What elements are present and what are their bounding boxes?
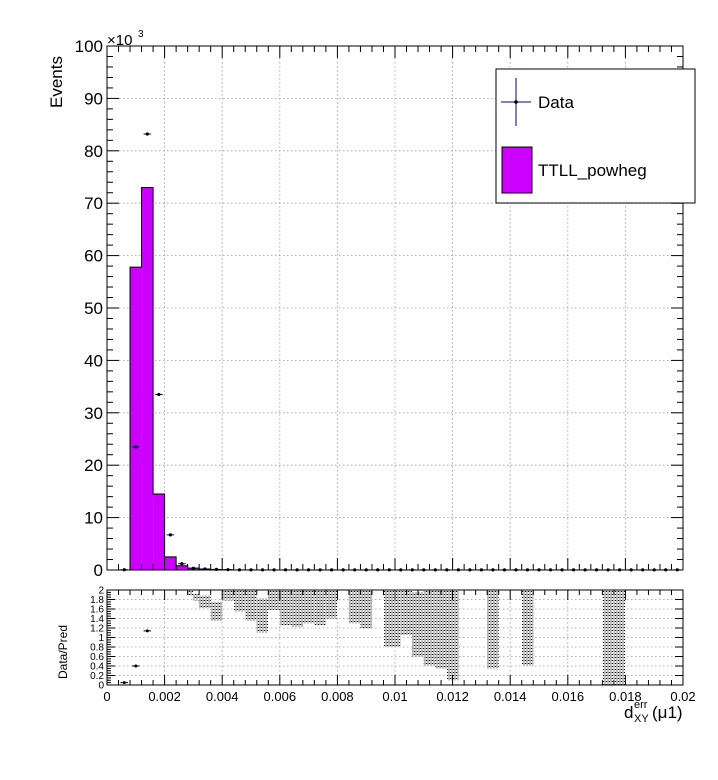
main-y-tick-label: 30: [84, 404, 103, 423]
main-y-tick-label: 70: [84, 194, 103, 213]
ratio-point: [132, 665, 140, 668]
ratio-y-tick-label: 0.6: [90, 652, 104, 663]
ratio-uncertainty-band: [303, 590, 315, 623]
ratio-y-tick-label: 2: [98, 586, 104, 597]
ratio-uncertainty-band: [424, 590, 436, 666]
ratio-y-tick-label: 1.8: [90, 595, 104, 606]
ratio-uncertainty-band: [245, 590, 257, 621]
ratio-point: [144, 629, 152, 632]
ratio-x-tick-label: 0.014: [494, 689, 527, 704]
ratio-uncertainty-band: [257, 599, 269, 633]
mc-histogram-bin: [130, 267, 142, 570]
mc-histogram-bin: [176, 566, 188, 570]
ratio-y-axis-label: Data/Pred: [56, 625, 70, 679]
ratio-point-marker: [146, 629, 149, 632]
x-axis-label-suffix: (μ1): [652, 703, 683, 722]
legend-mc-swatch: [502, 147, 532, 193]
data-point-marker: [134, 445, 137, 448]
data-point: [167, 533, 175, 536]
data-point-marker: [192, 567, 195, 570]
ratio-y-tick-label: 1.6: [90, 605, 104, 616]
ratio-y-tick-label: 0.4: [90, 662, 104, 673]
main-y-tick-label: 40: [84, 351, 103, 370]
ratio-uncertainty-band: [401, 590, 413, 635]
main-y-tick-label: 10: [84, 509, 103, 528]
ratio-point: [121, 681, 129, 684]
ratio-uncertainty-band: [522, 590, 534, 666]
ratio-uncertainty-band: [383, 590, 400, 647]
main-y-tick-label: 80: [84, 142, 103, 161]
ratio-uncertainty-band: [280, 590, 292, 626]
ratio-uncertainty-band: [435, 590, 447, 668]
mc-histogram-bin: [153, 494, 165, 570]
data-point: [178, 562, 186, 565]
main-y-axis-label: Events: [47, 56, 66, 108]
x-axis-label-sub: XY: [634, 713, 649, 725]
data-point: [144, 132, 152, 135]
ratio-x-tick-label: 0.004: [206, 689, 239, 704]
ratio-x-tick-label: 0.02: [670, 689, 695, 704]
main-y-tick-label: 0: [94, 561, 103, 580]
main-y-tick-label: 100: [75, 37, 103, 56]
ratio-uncertainty-band: [188, 590, 194, 596]
mc-histogram-bin: [142, 187, 154, 570]
ratio-uncertainty-band: [211, 602, 223, 621]
x-axis-label-main: d: [624, 703, 633, 722]
ratio-x-tick-label: 0: [103, 689, 110, 704]
y-exponent-base: ×10: [107, 32, 132, 49]
ratio-point-marker: [123, 681, 126, 684]
ratio-y-tick-label: 1: [98, 633, 104, 644]
data-point-marker: [146, 132, 149, 135]
legend: Data TTLL_powheg: [496, 69, 695, 203]
x-axis-label: d XY err (μ1): [624, 699, 683, 725]
ratio-uncertainty-band: [193, 594, 199, 601]
ratio-y-tick-label: 0.8: [90, 643, 104, 654]
ratio-uncertainty-band: [602, 590, 614, 685]
main-y-tick-label: 60: [84, 247, 103, 266]
ratio-x-tick-label: 0.006: [264, 689, 297, 704]
ratio-uncertainty-band: [487, 590, 499, 668]
ratio-uncertainty-band: [234, 590, 246, 611]
data-point-marker: [157, 393, 160, 396]
main-y-tick-label: 50: [84, 299, 103, 318]
ratio-x-tick-label: 0.012: [436, 689, 469, 704]
ratio-uncertainty-band: [199, 596, 211, 608]
ratio-uncertainty-band: [291, 590, 303, 627]
ratio-uncertainty-band: [447, 590, 459, 680]
ratio-y-tick-label: 1.2: [90, 624, 104, 635]
ratio-uncertainty-band: [349, 590, 361, 623]
main-y-tick-label: 90: [84, 89, 103, 108]
x-axis-label-sup: err: [634, 699, 648, 711]
ratio-y-tick-label: 0.2: [90, 671, 104, 682]
ratio-y-tick-label: 1.4: [90, 614, 104, 625]
ratio-uncertainty-band: [326, 590, 338, 619]
ratio-point-marker: [134, 665, 137, 668]
ratio-uncertainty-band: [314, 590, 326, 626]
ratio-uncertainty-band: [360, 590, 372, 628]
ratio-x-tick-label: 0.01: [382, 689, 407, 704]
mc-histogram-bin: [165, 557, 177, 570]
ratio-uncertainty-band: [222, 590, 234, 600]
legend-label-mc: TTLL_powheg: [538, 161, 647, 180]
ratio-uncertainty-band: [268, 590, 280, 610]
data-point: [155, 393, 163, 396]
data-point-marker: [169, 533, 172, 536]
ratio-x-tick-label: 0.016: [552, 689, 585, 704]
data-point-marker: [180, 562, 183, 565]
mc-histogram: [130, 187, 234, 570]
ratio-x-tick-label: 0.008: [321, 689, 354, 704]
ratio-x-tick-label: 0.002: [148, 689, 181, 704]
main-y-tick-label: 20: [84, 456, 103, 475]
ratio-uncertainty-band: [614, 590, 626, 685]
ratio-uncertainty-band: [412, 592, 424, 656]
y-exponent-power: 3: [138, 29, 144, 40]
legend-label-data: Data: [538, 93, 574, 112]
